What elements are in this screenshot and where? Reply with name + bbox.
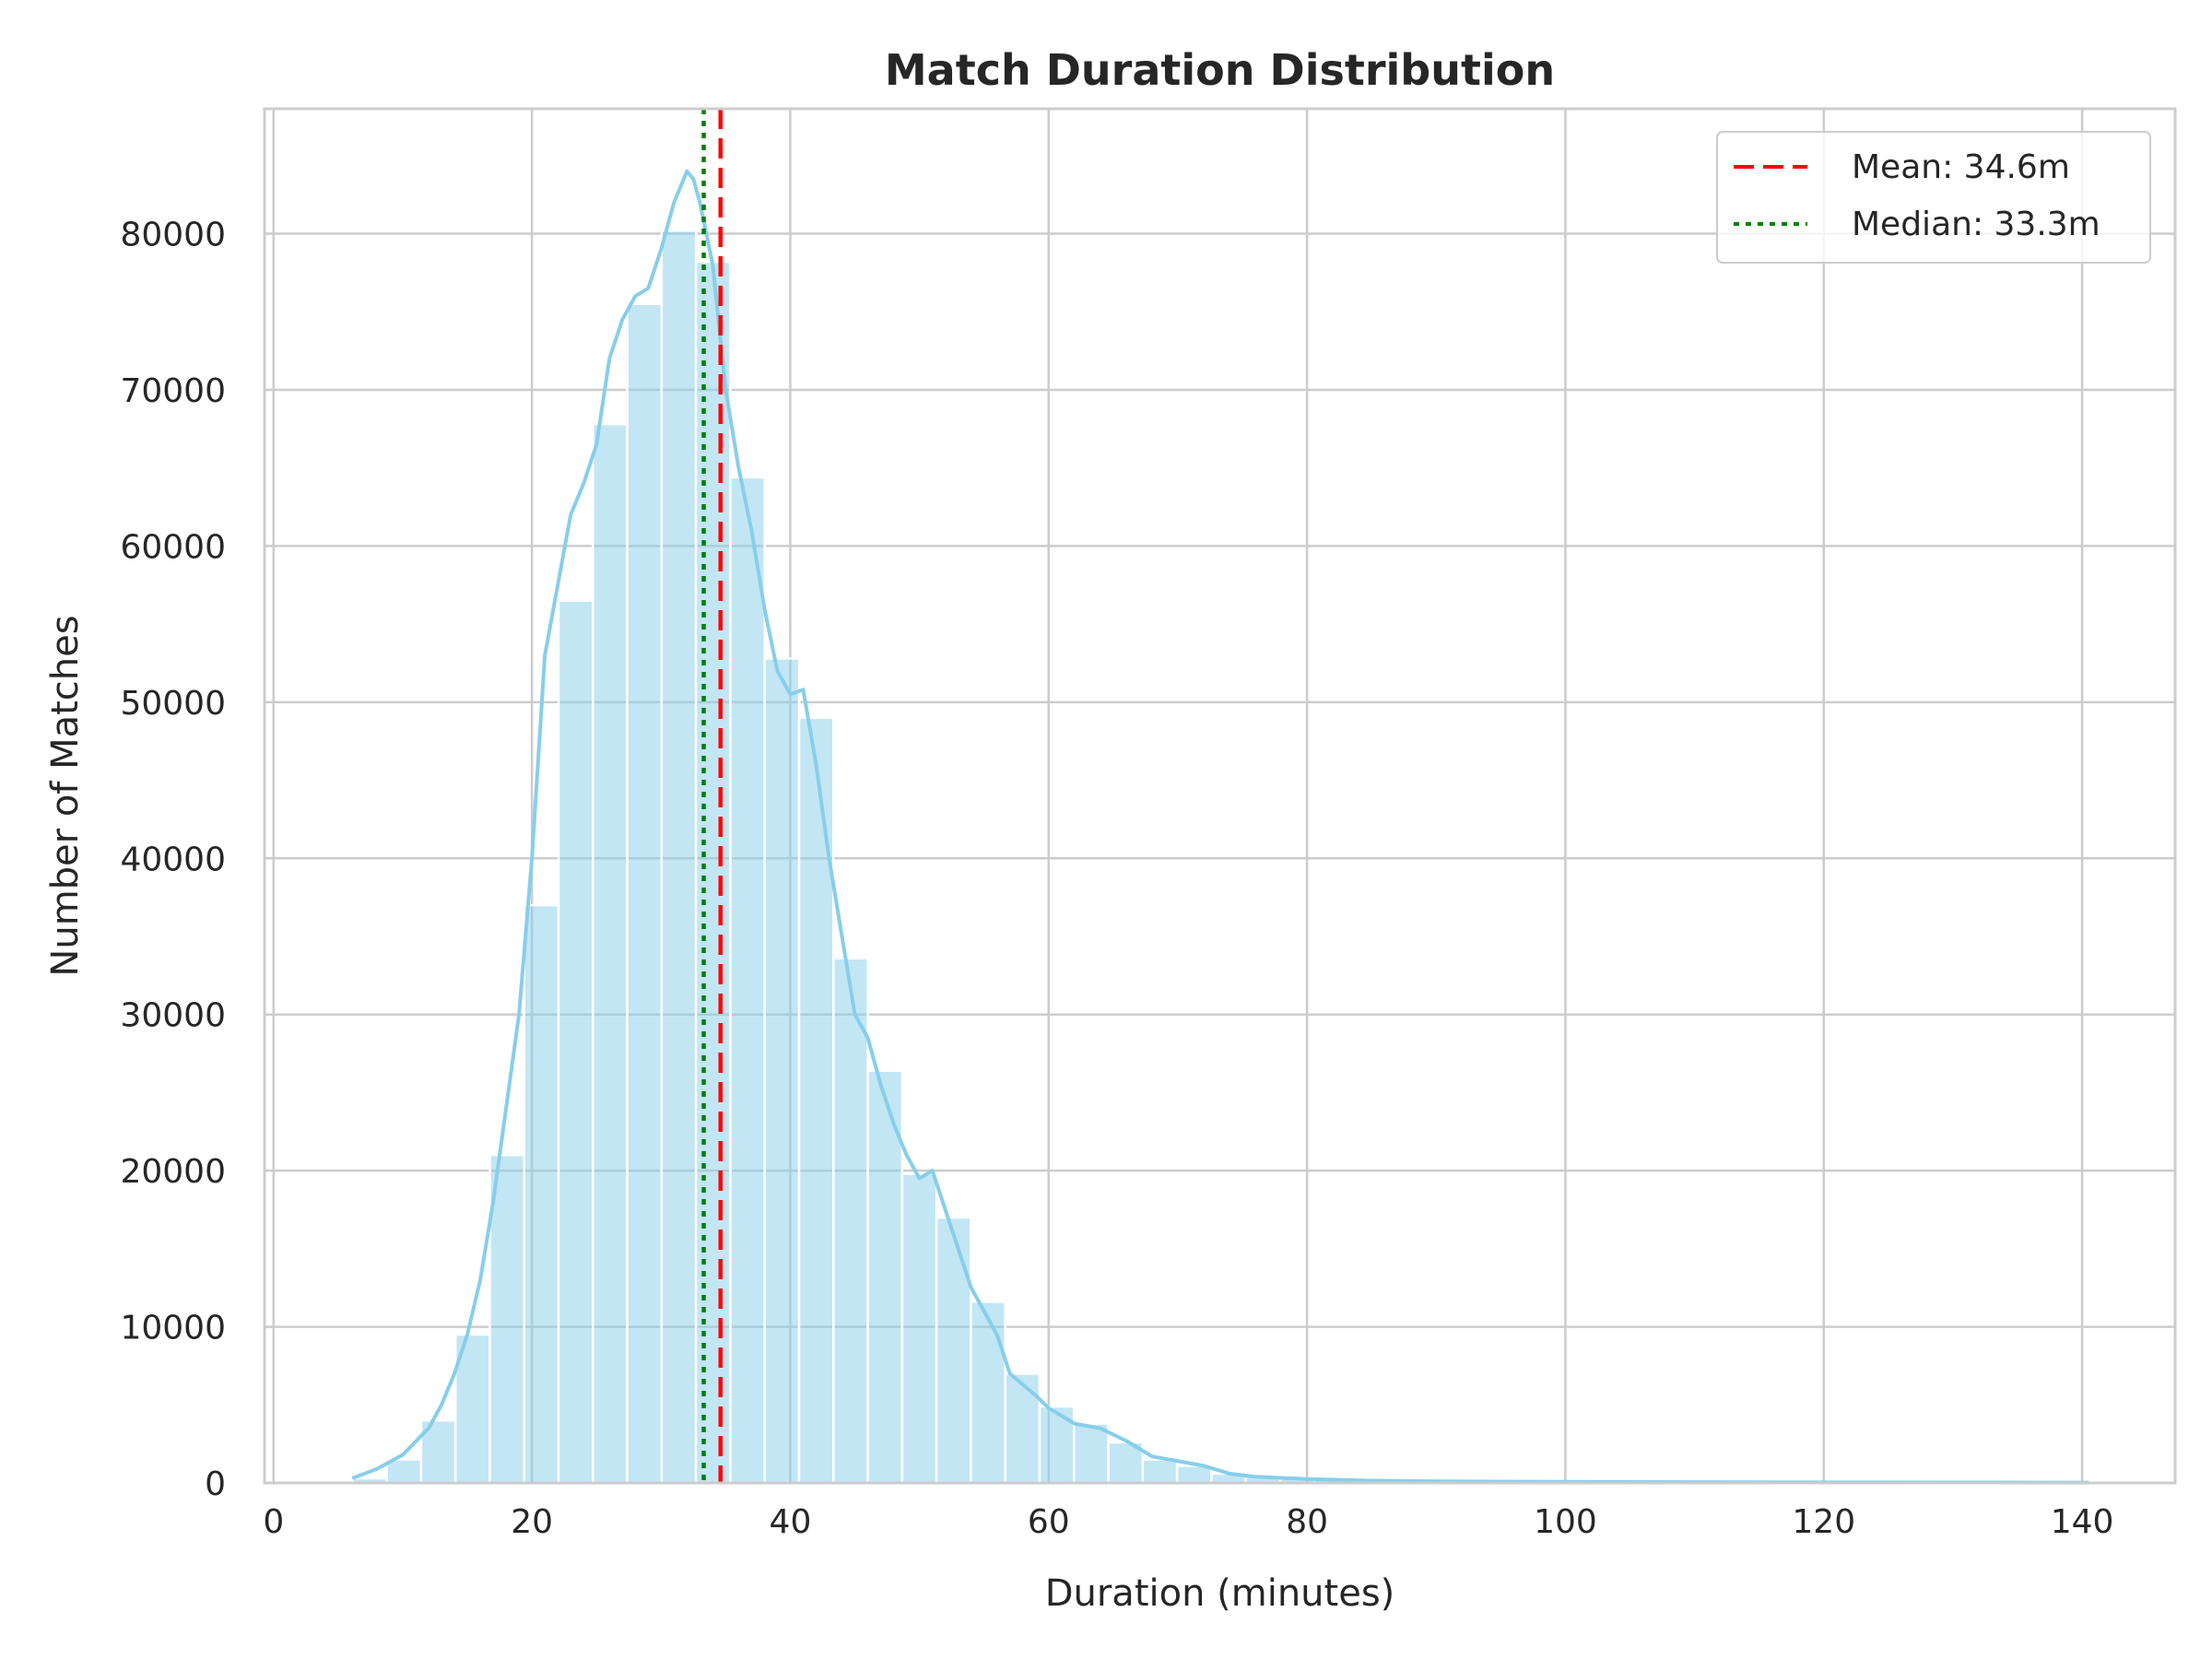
- legend-box: [1716, 131, 2151, 264]
- histogram-bar: [970, 1300, 1006, 1485]
- histogram-bar: [523, 903, 560, 1485]
- histogram-bar: [866, 1069, 904, 1485]
- histogram-bar: [488, 1153, 525, 1485]
- reference-lines: [701, 109, 724, 1483]
- y-axis-label: Number of Matches: [44, 615, 87, 976]
- x-axis-label: Duration (minutes): [1045, 1572, 1395, 1615]
- x-tick-label: 40: [770, 1503, 812, 1541]
- y-axis-ticks: 0 10000 20000 30000 40000 50000 60000 70000 8000…: [120, 217, 226, 1503]
- x-tick-label: 60: [1028, 1503, 1070, 1541]
- histogram-bar: [935, 1216, 972, 1485]
- histogram-bar: [1141, 1458, 1179, 1485]
- chart-title: Match Duration Distribution: [885, 45, 1555, 95]
- x-tick-label: 80: [1286, 1503, 1328, 1541]
- y-tick-label: 30000: [120, 997, 226, 1035]
- x-tick-label: 20: [511, 1503, 553, 1541]
- y-tick-label: 60000: [120, 528, 226, 566]
- y-tick-label: 20000: [120, 1153, 226, 1191]
- histogram-bar: [763, 657, 801, 1485]
- x-tick-label: 100: [1534, 1503, 1597, 1541]
- x-tick-label: 140: [2051, 1503, 2114, 1541]
- y-tick-label: 40000: [120, 841, 226, 878]
- histogram-bar: [626, 302, 664, 1485]
- histogram-bar: [1004, 1372, 1041, 1485]
- y-tick-label: 80000: [120, 217, 226, 254]
- histogram-bar: [1038, 1405, 1076, 1485]
- histogram-bar: [557, 599, 594, 1485]
- histogram-bars: [351, 229, 2072, 1485]
- legend-median-label: Median: 33.3m: [1852, 206, 2100, 243]
- histogram-bar: [729, 476, 766, 1485]
- kde-layer: [351, 169, 2089, 1485]
- histogram-bar: [592, 423, 629, 1485]
- y-tick-label: 50000: [120, 685, 226, 723]
- histogram-bar: [1073, 1422, 1110, 1485]
- histogram-bar: [385, 1458, 423, 1485]
- plot-frame: [263, 107, 2177, 1485]
- histogram-bar: [900, 1172, 938, 1485]
- x-tick-label: 120: [1792, 1503, 1855, 1541]
- histogram-bar: [660, 229, 698, 1485]
- legend: Mean: 34.6m Median: 33.3m: [1716, 131, 2151, 264]
- histogram-bar: [694, 260, 732, 1485]
- kde-curve: [351, 169, 2089, 1485]
- histogram-bar: [453, 1333, 491, 1485]
- y-tick-label: 70000: [120, 372, 226, 410]
- legend-mean-label: Mean: 34.6m: [1852, 148, 2070, 186]
- y-tick-label: 10000: [120, 1310, 226, 1347]
- y-tick-label: 0: [205, 1465, 226, 1503]
- x-tick-label: 0: [263, 1503, 284, 1541]
- histogram-bar: [832, 957, 869, 1485]
- x-axis-ticks: 0 20 40 60 80 100 120 140: [263, 1503, 2113, 1541]
- histogram-bar: [797, 716, 835, 1485]
